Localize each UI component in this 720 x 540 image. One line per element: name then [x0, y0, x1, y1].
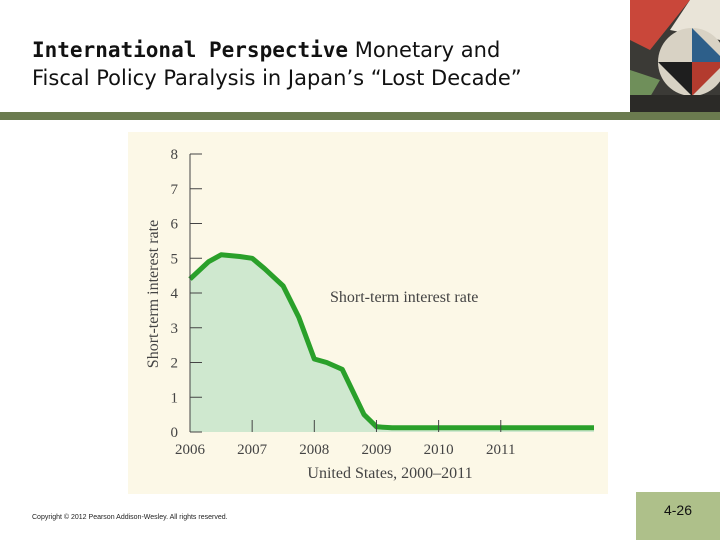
x-tick-label: 2009 — [361, 442, 391, 458]
slide-title: International Perspective Monetary and F… — [32, 36, 612, 92]
y-tick-label: 7 — [171, 182, 179, 198]
x-tick-label: 2007 — [237, 442, 268, 458]
y-axis-label: Short-term interest rate — [145, 220, 162, 368]
title-divider — [0, 112, 720, 120]
copyright-notice: Copyright © 2012 Pearson Addison-Wesley.… — [32, 514, 228, 521]
y-tick-label: 0 — [171, 425, 179, 441]
x-tick-label: 2008 — [299, 442, 329, 458]
y-tick-label: 5 — [171, 251, 179, 267]
y-tick-label: 6 — [171, 217, 179, 233]
y-tick-label: 1 — [171, 390, 179, 406]
series-line — [188, 252, 594, 431]
x-axis-label: United States, 2000–2011 — [307, 465, 472, 482]
series-annotation: Short-term interest rate — [330, 289, 478, 306]
interest-rate-chart: 0 1 2 3 4 5 6 7 8 2006 2007 2008 2009 2010 2011 Short… — [145, 147, 594, 482]
y-ticks: 0 1 2 3 4 5 6 7 8 — [171, 147, 202, 441]
page-number: 4-26 — [663, 502, 693, 518]
y-tick-label: 4 — [171, 286, 179, 302]
chart-panel: 0 1 2 3 4 5 6 7 8 2006 2007 2008 2009 2010 2011 Short… — [128, 132, 608, 494]
slide-title-bold: International Perspective — [32, 38, 349, 62]
y-tick-label: 2 — [171, 356, 179, 372]
x-ticks: 2006 2007 2008 2009 2010 2011 — [175, 420, 515, 458]
area-fill — [190, 254, 594, 432]
x-tick-label: 2010 — [424, 442, 454, 458]
x-tick-label: 2006 — [175, 442, 206, 458]
slide-title-rest: Monetary and — [348, 38, 501, 62]
slide-title-line2: Fiscal Policy Paralysis in Japan’s “Lost… — [32, 66, 522, 90]
x-tick-label: 2011 — [486, 442, 515, 458]
y-tick-label: 3 — [171, 321, 179, 337]
decorative-artwork — [630, 0, 720, 114]
y-tick-label: 8 — [171, 147, 179, 163]
page-number-tab: 4-26 — [636, 492, 720, 540]
